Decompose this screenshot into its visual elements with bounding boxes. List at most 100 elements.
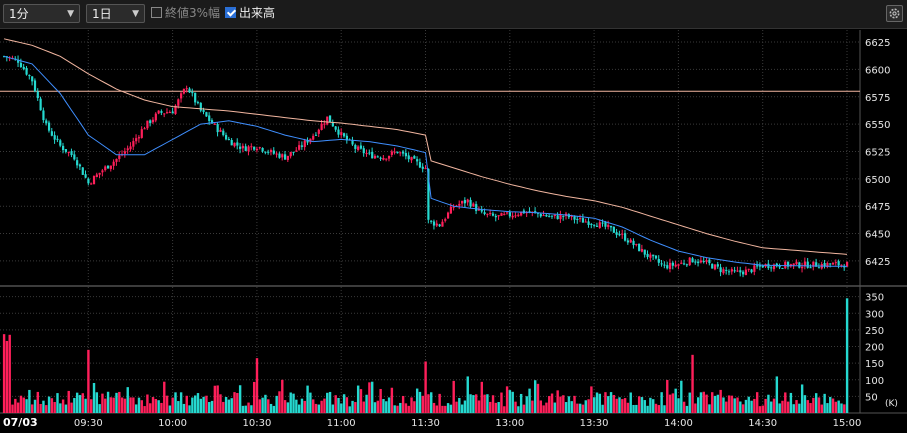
candle-body [81,167,84,175]
volume-bar [781,400,784,413]
volume-bar [455,401,458,413]
volume-bar [500,392,503,413]
volume-bar [800,384,804,413]
candle-body [466,199,469,203]
candle-body [157,110,160,114]
candle-body [483,212,486,215]
period-select-value: 1日 [92,7,112,21]
price-tick-label: 6425 [865,257,890,268]
candle-body [424,168,427,170]
candle-body [140,129,143,138]
volume-bar [829,396,832,413]
candle-body [747,268,750,270]
candle-body [643,249,646,255]
settings-button[interactable] [886,5,903,22]
volume-bar [278,391,281,413]
volume-bar [168,405,172,413]
candle-body [430,220,433,222]
candle-body [402,151,405,154]
volume-bar [601,404,604,413]
candle-body [272,150,275,154]
candle-body [331,122,334,127]
volume-bar [671,393,675,413]
volume-bar [798,403,801,413]
volume-bar [267,399,270,413]
candle-body [494,215,497,218]
candle-body [719,267,722,273]
volume-bar [556,390,559,413]
price-tick-label: 6450 [865,230,890,241]
candle-body [357,146,360,151]
candle-body [517,214,520,216]
volume-bar [151,397,155,413]
candle-body [587,221,590,225]
volume-bar [750,400,753,413]
candle-body [59,140,62,146]
candle-body [697,261,700,264]
candle-body [444,219,447,221]
volume-bar [553,402,557,413]
limit-checkbox[interactable] [151,7,162,18]
candle-body [42,110,45,121]
candle-body [334,126,337,130]
candle-body [677,264,680,266]
candle-body [216,124,219,133]
volume-bar [545,402,548,413]
volume-bar [595,392,599,413]
volume-bar [390,387,394,413]
volume-bar [764,398,767,413]
candle-body [758,265,762,267]
volume-bar [646,405,649,413]
volume-bar [98,404,101,413]
volume-bar [778,403,781,413]
volume-bar [16,402,20,413]
volume-bar [727,395,731,413]
volume-bar [845,298,849,413]
candle-body [39,98,42,111]
interval-select[interactable]: 1分 ▼ [3,4,80,23]
volume-checkbox[interactable] [225,7,236,18]
candle-body [683,263,686,265]
volume-bar [708,404,711,413]
volume-bar [297,404,301,413]
volume-bar [533,380,537,413]
volume-bar [643,400,646,413]
candle-body [649,254,652,258]
date-label: 07/03 [3,416,38,429]
candle-body [407,155,410,160]
volume-bar [755,392,759,413]
volume-bar [694,403,697,413]
candle-body [230,139,233,146]
volume-bar [351,400,354,413]
toolbar: 1分 ▼ 1日 ▼ 終値3%幅 出来高 [0,0,907,29]
volume-bar [503,406,506,413]
volume-bar [519,393,523,413]
candle-body [705,260,708,262]
candle-body [379,157,382,159]
volume-bar [792,404,795,413]
candle-body [691,258,694,263]
volume-bar [312,399,315,413]
candle-body [778,265,781,268]
candle-body [177,99,180,106]
volume-bar [837,400,840,413]
period-select[interactable]: 1日 ▼ [86,4,145,23]
candle-body [452,206,455,208]
volume-bar [92,382,96,413]
volume-bar [227,399,231,413]
candle-body [837,261,840,266]
volume-bar [87,349,90,413]
volume-bar [432,402,436,413]
candle-body [834,262,837,264]
candle-body [514,215,517,217]
candle-body [168,112,171,114]
candle-body [615,232,618,235]
volume-bar [840,403,843,413]
candle-body [199,102,202,111]
candle-body [604,222,607,227]
candle-body [261,147,264,152]
volume-bar [354,402,357,413]
volume-bar [477,400,481,413]
candle-body [404,153,408,157]
